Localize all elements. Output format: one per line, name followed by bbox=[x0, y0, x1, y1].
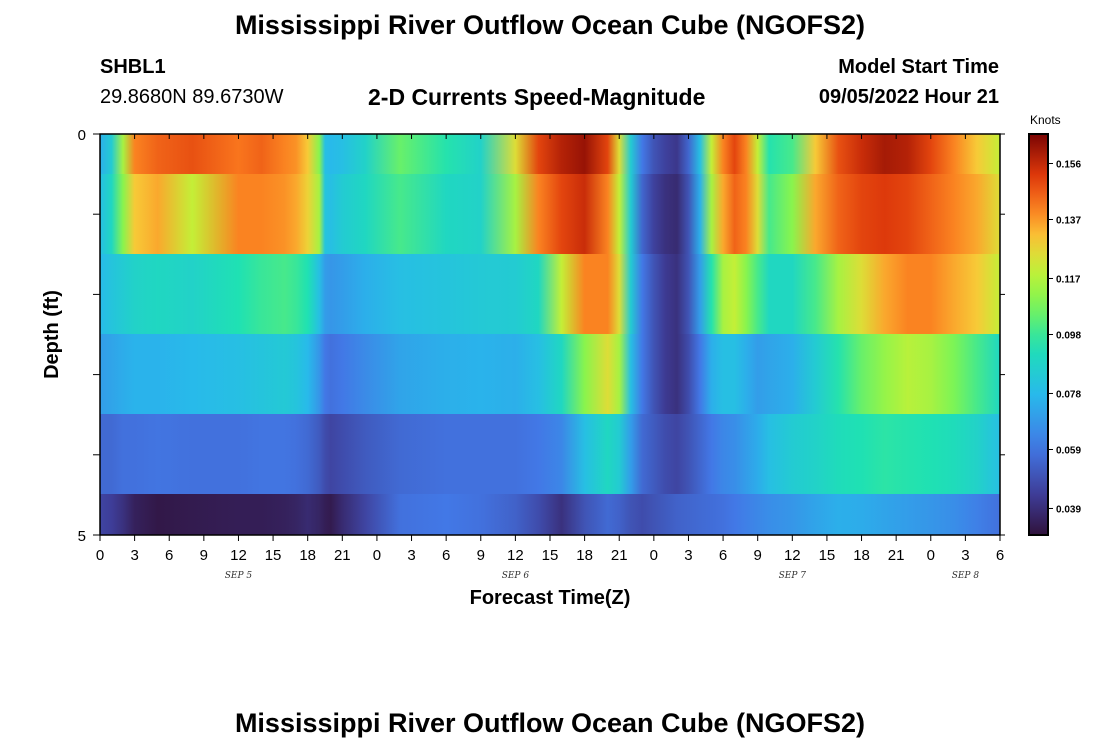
station-coordinates: 29.8680N 89.6730W bbox=[100, 86, 284, 108]
y-axis: 05 bbox=[78, 127, 1005, 545]
x-tick-label: 18 bbox=[576, 547, 593, 564]
heatmap-layers bbox=[100, 134, 1000, 535]
x-tick-label: 21 bbox=[611, 547, 628, 564]
chart-title: Mississippi River Outflow Ocean Cube (NG… bbox=[234, 10, 866, 40]
chart-subtitle: 2-D Currents Speed-Magnitude bbox=[368, 84, 706, 110]
heatmap-depth-layer bbox=[100, 494, 1000, 535]
x-tick-label: 6 bbox=[165, 547, 173, 564]
day-label: SEP 6 bbox=[502, 571, 530, 581]
x-tick-label: 15 bbox=[265, 547, 282, 564]
colorbar-tick-label: 0.117 bbox=[1056, 274, 1081, 285]
station-id: SHBL1 bbox=[100, 56, 166, 78]
x-tick-label: 0 bbox=[650, 547, 658, 564]
heatmap-depth-layer bbox=[100, 134, 1000, 174]
x-tick-label: 3 bbox=[961, 547, 969, 564]
x-tick-label: 0 bbox=[927, 547, 935, 564]
x-tick-label: 9 bbox=[477, 547, 485, 564]
colorbar-tick-label: 0.137 bbox=[1056, 216, 1081, 227]
day-label: SEP 7 bbox=[779, 571, 807, 581]
x-tick-label: 18 bbox=[853, 547, 870, 564]
colorbar-tick-label: 0.059 bbox=[1056, 445, 1081, 456]
heatmap-depth-layer bbox=[100, 174, 1000, 254]
y-tick-label: 5 bbox=[78, 528, 86, 545]
heatmap-depth-layer bbox=[100, 414, 1000, 494]
y-tick-label: 0 bbox=[78, 127, 86, 144]
heatmap-depth-layer bbox=[100, 334, 1000, 414]
colorbar-tick-label: 0.039 bbox=[1056, 504, 1081, 515]
colorbar-units-label: Knots bbox=[1030, 113, 1061, 127]
x-tick-label: 21 bbox=[334, 547, 351, 564]
x-axis-label: Forecast Time(Z) bbox=[470, 587, 631, 609]
x-tick-label: 9 bbox=[200, 547, 208, 564]
heatmap-depth-layer bbox=[100, 254, 1000, 334]
x-tick-label: 0 bbox=[373, 547, 381, 564]
x-tick-label: 15 bbox=[819, 547, 836, 564]
x-tick-label: 3 bbox=[130, 547, 138, 564]
x-axis: 0 3 6 9 12 15 18 21 0 3 6 9 12 15 18 21 0 3 6 9 12 15 18 21 0 3 6 S… bbox=[96, 134, 1004, 581]
colorbar bbox=[1028, 133, 1049, 536]
colorbar-tick-label: 0.098 bbox=[1056, 331, 1081, 342]
x-tick-label: 6 bbox=[996, 547, 1004, 564]
x-tick-label: 6 bbox=[442, 547, 450, 564]
x-tick-label: 12 bbox=[230, 547, 247, 564]
day-label: SEP 8 bbox=[952, 571, 980, 581]
x-tick-label: 15 bbox=[542, 547, 559, 564]
day-label: SEP 5 bbox=[225, 571, 253, 581]
model-start-label: Model Start Time bbox=[838, 56, 999, 78]
x-tick-label: 3 bbox=[407, 547, 415, 564]
model-start-value: 09/05/2022 Hour 21 bbox=[818, 86, 999, 108]
x-tick-label: 3 bbox=[684, 547, 692, 564]
colorbar-tick-label: 0.156 bbox=[1056, 159, 1081, 170]
x-tick-label: 12 bbox=[784, 547, 801, 564]
x-tick-label: 21 bbox=[888, 547, 905, 564]
second-chart-title: Mississippi River Outflow Ocean Cube (NG… bbox=[234, 708, 866, 738]
x-tick-label: 6 bbox=[719, 547, 727, 564]
colorbar-tick-label: 0.078 bbox=[1056, 389, 1081, 400]
x-tick-label: 12 bbox=[507, 547, 524, 564]
x-tick-label: 18 bbox=[299, 547, 316, 564]
colorbar-ticks: 0.156 0.137 0.117 0.098 0.078 0.059 0.039 bbox=[1048, 159, 1081, 515]
y-axis-label: Depth (ft) bbox=[41, 290, 63, 379]
x-tick-label: 0 bbox=[96, 547, 104, 564]
x-tick-label: 9 bbox=[754, 547, 762, 564]
